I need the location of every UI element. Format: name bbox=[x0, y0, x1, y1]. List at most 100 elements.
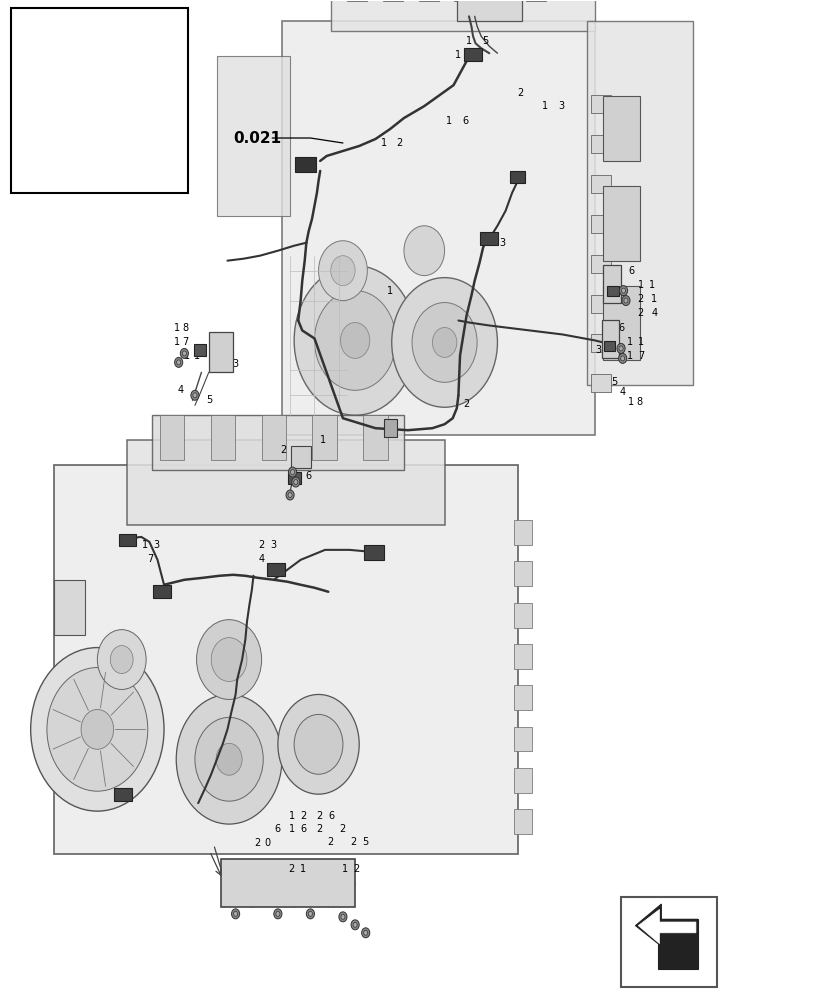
Bar bbox=[455, 0, 475, 1]
Ellipse shape bbox=[80, 149, 119, 189]
Text: 2: 2 bbox=[259, 540, 264, 550]
Text: 2: 2 bbox=[317, 811, 322, 821]
Text: 2: 2 bbox=[397, 138, 403, 148]
Bar bbox=[262, 415, 286, 460]
Text: 1: 1 bbox=[387, 286, 393, 296]
Bar bbox=[62, 92, 74, 102]
Bar bbox=[514, 520, 531, 545]
Text: 0.021: 0.021 bbox=[233, 131, 282, 146]
Text: 1: 1 bbox=[141, 540, 148, 550]
Bar bbox=[54, 580, 85, 635]
Text: 3: 3 bbox=[595, 345, 601, 355]
Text: 2: 2 bbox=[463, 399, 470, 409]
Text: 0: 0 bbox=[264, 838, 270, 848]
Bar bbox=[601, 320, 619, 358]
Text: 1: 1 bbox=[637, 280, 644, 290]
Bar bbox=[330, 0, 595, 31]
Ellipse shape bbox=[130, 149, 169, 189]
FancyBboxPatch shape bbox=[41, 61, 161, 141]
Text: 2: 2 bbox=[637, 294, 644, 304]
Circle shape bbox=[294, 480, 298, 485]
Circle shape bbox=[294, 714, 343, 774]
Text: 5: 5 bbox=[482, 36, 489, 46]
Text: 8: 8 bbox=[182, 323, 188, 333]
Text: 1: 1 bbox=[289, 811, 295, 821]
Text: 5: 5 bbox=[611, 377, 618, 387]
Text: 7: 7 bbox=[638, 351, 645, 361]
Text: 7: 7 bbox=[147, 554, 153, 564]
Bar bbox=[217, 56, 290, 216]
Ellipse shape bbox=[20, 100, 180, 183]
Text: 1: 1 bbox=[651, 294, 658, 304]
Text: 5: 5 bbox=[361, 837, 368, 847]
Bar bbox=[621, 897, 717, 987]
Text: 3: 3 bbox=[270, 540, 276, 550]
Text: 6: 6 bbox=[618, 323, 624, 333]
Bar bbox=[514, 644, 531, 669]
Text: 1: 1 bbox=[291, 458, 297, 468]
Text: 1: 1 bbox=[455, 50, 461, 60]
Text: 1: 1 bbox=[466, 36, 472, 46]
Circle shape bbox=[432, 327, 457, 357]
Circle shape bbox=[392, 278, 498, 407]
Text: 6: 6 bbox=[275, 824, 281, 834]
Text: 4: 4 bbox=[651, 308, 658, 318]
Circle shape bbox=[286, 490, 294, 500]
Ellipse shape bbox=[31, 149, 69, 189]
Bar bbox=[112, 99, 123, 109]
Circle shape bbox=[361, 928, 370, 938]
Bar bbox=[282, 21, 595, 435]
Bar bbox=[603, 265, 621, 303]
Circle shape bbox=[364, 930, 368, 935]
Polygon shape bbox=[43, 23, 153, 60]
Circle shape bbox=[211, 638, 247, 681]
Text: 1: 1 bbox=[542, 101, 548, 111]
Bar bbox=[221, 859, 355, 907]
Text: 2: 2 bbox=[339, 824, 345, 834]
Circle shape bbox=[290, 470, 295, 475]
Text: 1: 1 bbox=[627, 337, 633, 347]
Bar bbox=[347, 0, 367, 1]
Bar bbox=[490, 0, 511, 1]
Bar bbox=[514, 768, 531, 793]
Circle shape bbox=[306, 909, 314, 919]
Circle shape bbox=[193, 393, 197, 398]
Text: 1: 1 bbox=[638, 337, 645, 347]
Circle shape bbox=[216, 743, 242, 775]
Bar bbox=[384, 419, 397, 437]
Text: 2: 2 bbox=[327, 837, 334, 847]
Bar bbox=[603, 186, 640, 261]
Bar bbox=[419, 0, 439, 1]
Circle shape bbox=[351, 920, 359, 930]
Text: 5: 5 bbox=[206, 395, 213, 405]
Circle shape bbox=[197, 620, 262, 699]
Bar bbox=[591, 255, 611, 273]
Text: 6: 6 bbox=[208, 359, 215, 369]
Circle shape bbox=[47, 668, 148, 791]
Circle shape bbox=[294, 266, 416, 415]
Text: 6: 6 bbox=[329, 811, 335, 821]
Bar bbox=[114, 788, 132, 801]
Text: 4: 4 bbox=[259, 554, 264, 564]
Bar bbox=[591, 374, 611, 392]
Circle shape bbox=[191, 390, 199, 400]
Text: 4: 4 bbox=[471, 50, 477, 60]
Circle shape bbox=[619, 346, 623, 351]
Bar bbox=[511, 171, 526, 183]
Bar bbox=[160, 415, 184, 460]
Circle shape bbox=[274, 909, 282, 919]
Bar bbox=[383, 0, 403, 1]
Text: 1: 1 bbox=[380, 138, 387, 148]
Bar bbox=[209, 332, 233, 372]
Circle shape bbox=[110, 646, 133, 674]
Circle shape bbox=[176, 694, 282, 824]
Circle shape bbox=[276, 911, 280, 916]
Circle shape bbox=[288, 493, 292, 498]
Circle shape bbox=[180, 348, 188, 358]
Circle shape bbox=[314, 291, 396, 390]
Circle shape bbox=[232, 909, 240, 919]
Text: 2: 2 bbox=[517, 88, 523, 98]
Bar bbox=[526, 0, 546, 1]
Bar bbox=[591, 334, 611, 352]
Bar bbox=[363, 415, 388, 460]
